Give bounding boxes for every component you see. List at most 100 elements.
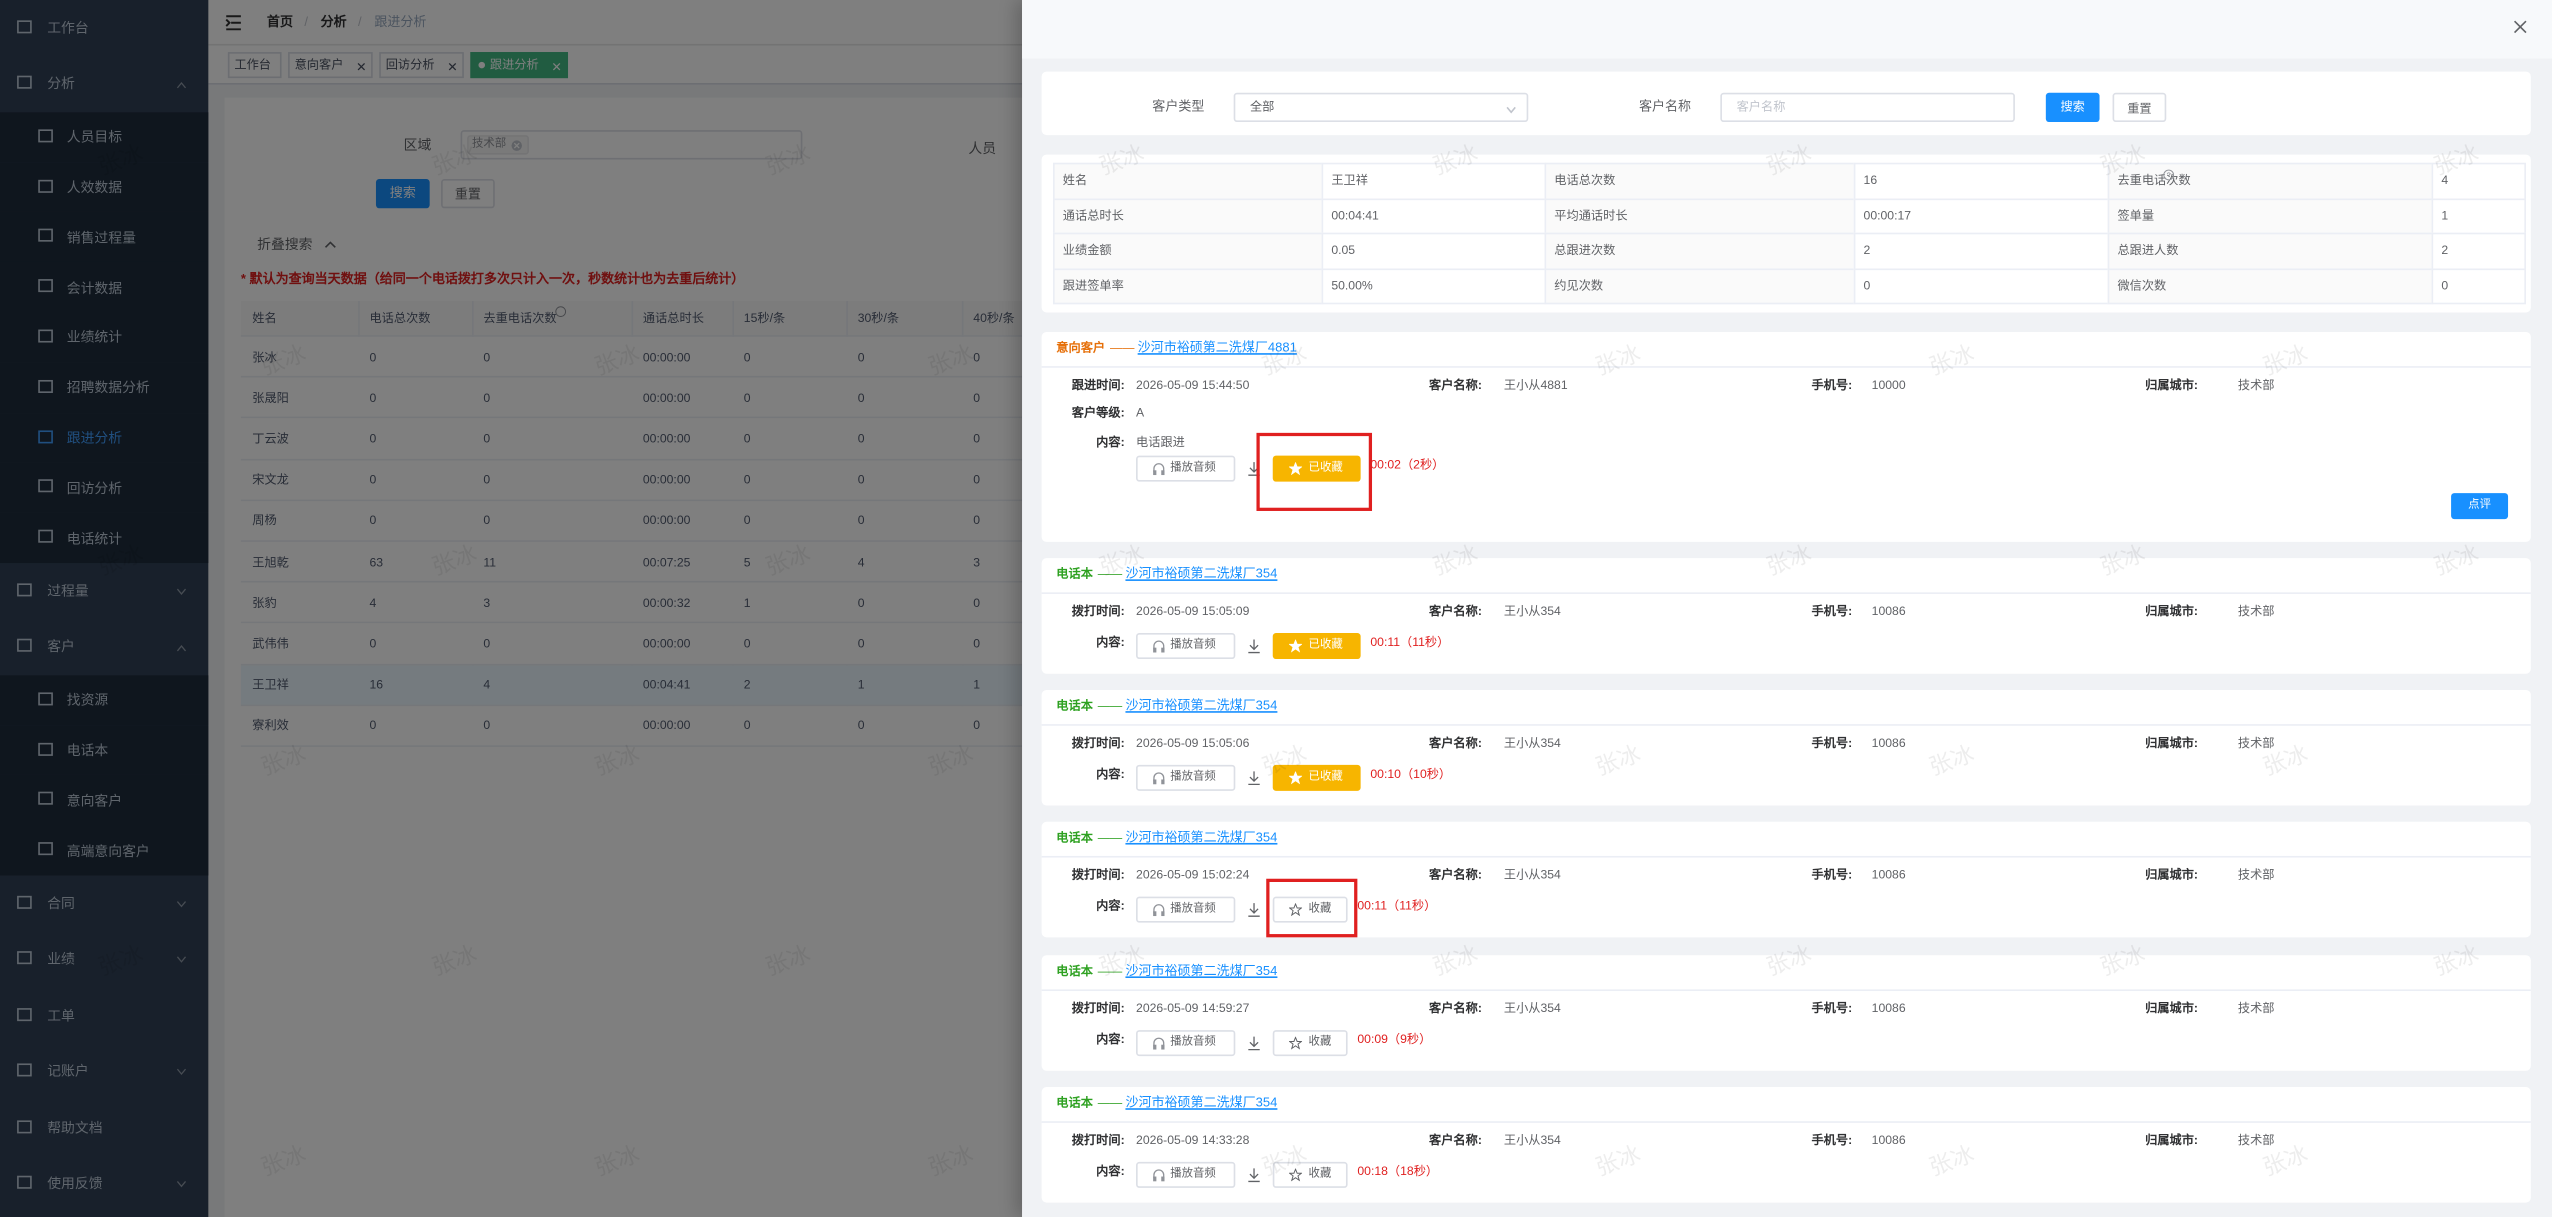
favorite-button[interactable] — [1272, 764, 1361, 791]
record-company[interactable]: 沙河市裕硕第二洗煤厂354 — [1125, 698, 1278, 713]
download-icon[interactable] — [1247, 638, 1262, 654]
record-type: 意向客户 — [1056, 340, 1106, 355]
favorite-label: 收藏 — [1308, 1036, 1332, 1048]
icon-part — [2166, 172, 2171, 177]
search-button[interactable]: 搜索 — [2045, 92, 2100, 123]
favorite-button[interactable] — [1272, 1161, 1348, 1188]
stats-cell — [1321, 267, 1547, 305]
icon-part — [1248, 771, 1260, 786]
comment-button[interactable]: 点评 — [2451, 493, 2509, 520]
icon-part — [1153, 1044, 1157, 1050]
record-company[interactable]: 沙河市裕硕第二洗煤厂354 — [1125, 829, 1278, 845]
record-divider — [1041, 989, 2531, 992]
field-value: 2026-05-09 15:02:24 — [1136, 867, 1250, 882]
icon-part — [1161, 470, 1165, 476]
duration: 00:10（10秒） — [1370, 766, 1452, 782]
drawer-close[interactable] — [2513, 20, 2528, 35]
field-value: 技术部 — [2237, 377, 2275, 393]
stats-label: 总跟进次数 — [1554, 242, 1616, 258]
icon-part — [1248, 639, 1260, 654]
favorite-button[interactable] — [1272, 633, 1361, 660]
play-audio-label: 播放音频 — [1170, 771, 1216, 783]
icon-part — [1248, 1168, 1260, 1183]
icon-part — [2513, 20, 2527, 34]
stats-label: 业绩金额 — [1062, 242, 1112, 258]
icon-part — [1153, 911, 1157, 917]
highlight-box — [1266, 878, 1358, 938]
stats-value: 2 — [1863, 242, 1871, 258]
field-label: 内容: — [1096, 634, 1125, 650]
record-divider — [1041, 724, 2531, 726]
drawer-mask — [0, 0, 1023, 1217]
favorite-button[interactable] — [1272, 1030, 1348, 1057]
icon-part — [1248, 903, 1260, 917]
record-company[interactable]: 沙河市裕硕第二洗煤厂354 — [1125, 566, 1278, 581]
favorite-label: 已收藏 — [1308, 639, 1343, 651]
name-input[interactable] — [1720, 92, 2015, 123]
download-icon[interactable] — [1247, 1167, 1262, 1183]
type-select[interactable] — [1233, 92, 1529, 123]
favorite-button[interactable] — [1272, 896, 1348, 923]
field-value: 技术部 — [2237, 735, 2275, 751]
download-icon[interactable] — [1247, 770, 1262, 786]
stats-label: 总跟进人数 — [2117, 242, 2179, 258]
field-value: 技术部 — [2237, 603, 2275, 619]
field-value: 电话跟进 — [1136, 434, 1185, 450]
record-dash: —— — [1097, 829, 1123, 845]
record-company[interactable]: 沙河市裕硕第二洗煤厂4881 — [1137, 340, 1297, 355]
stats-label: 约见次数 — [1554, 277, 1604, 293]
play-audio-label: 播放音频 — [1170, 903, 1216, 915]
highlight-box — [1256, 432, 1373, 511]
stats-cell — [1853, 232, 2110, 270]
download-icon[interactable] — [1247, 1035, 1262, 1051]
star-icon — [1288, 770, 1303, 785]
favorite-label: 收藏 — [1308, 903, 1332, 915]
stats-value: 0 — [1863, 277, 1871, 293]
play-audio-button[interactable] — [1136, 455, 1236, 482]
record-type: 电话本 — [1056, 1095, 1093, 1110]
play-audio-button[interactable] — [1136, 896, 1236, 923]
field-label: 归属城市: — [2145, 867, 2199, 882]
record-dash: —— — [1097, 963, 1123, 979]
icon-part — [1248, 1036, 1260, 1051]
play-audio-button[interactable] — [1136, 764, 1236, 791]
favorite-label: 已收藏 — [1308, 771, 1343, 783]
help-icon — [2163, 169, 2175, 181]
stats-cell — [1321, 232, 1547, 270]
stats-cell — [2431, 267, 2526, 305]
icon-part — [1153, 647, 1157, 653]
field-label: 手机号: — [1811, 377, 1853, 393]
play-audio-button[interactable] — [1136, 633, 1236, 660]
favorite-button[interactable] — [1272, 455, 1361, 482]
play-audio-button[interactable] — [1136, 1161, 1236, 1188]
field-value: 王小从354 — [1503, 867, 1561, 882]
stats-label: 跟进签单率 — [1062, 277, 1124, 293]
play-audio-button[interactable] — [1136, 1030, 1236, 1057]
record-type: 电话本 — [1056, 698, 1093, 713]
field-label: 客户名称: — [1428, 603, 1482, 619]
record-company[interactable]: 沙河市裕硕第二洗煤厂354 — [1125, 1095, 1278, 1110]
field-value: 10086 — [1871, 1132, 1906, 1148]
field-label: 客户名称: — [1428, 1000, 1482, 1016]
reset-button[interactable]: 重置 — [2112, 92, 2167, 123]
duration: 00:18（18秒） — [1357, 1163, 1439, 1179]
stats-label: 平均通话时长 — [1554, 207, 1628, 223]
field-value: 2026-05-09 15:05:06 — [1136, 735, 1250, 751]
download-icon[interactable] — [1247, 902, 1262, 918]
stats-label: 微信次数 — [2117, 277, 2167, 293]
icon-part — [1153, 772, 1165, 785]
record-dash: —— — [1097, 566, 1123, 581]
field-label: 客户名称: — [1428, 735, 1482, 751]
record-company[interactable]: 沙河市裕硕第二洗煤厂354 — [1125, 963, 1278, 979]
stats-label: 去重电话次数 — [2117, 172, 2191, 188]
headphone-icon — [1152, 1168, 1165, 1182]
field-label: 内容: — [1096, 898, 1125, 913]
star-icon — [1288, 1036, 1303, 1050]
stats-cell — [1053, 162, 1324, 200]
stats-value: 0.05 — [1331, 242, 1356, 258]
stats-label: 签单量 — [2117, 207, 2155, 223]
field-value: A — [1136, 405, 1145, 420]
field-label: 客户名称: — [1428, 867, 1482, 882]
